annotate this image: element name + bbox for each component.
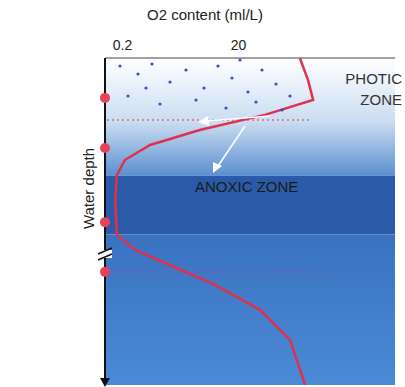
html-text:ANOXIC ZONE: ANOXIC ZONE [195,178,299,195]
html-text:PHOTIC ZONE: PHOTIC ZONE [345,70,402,108]
svg-text:20: 20 [231,37,247,53]
html-text:O2 content (ml/L): O2 content (ml/L) [147,6,263,23]
svg-text:0.2: 0.2 [113,37,133,53]
html-text:Water depth: Water depth [79,147,97,230]
